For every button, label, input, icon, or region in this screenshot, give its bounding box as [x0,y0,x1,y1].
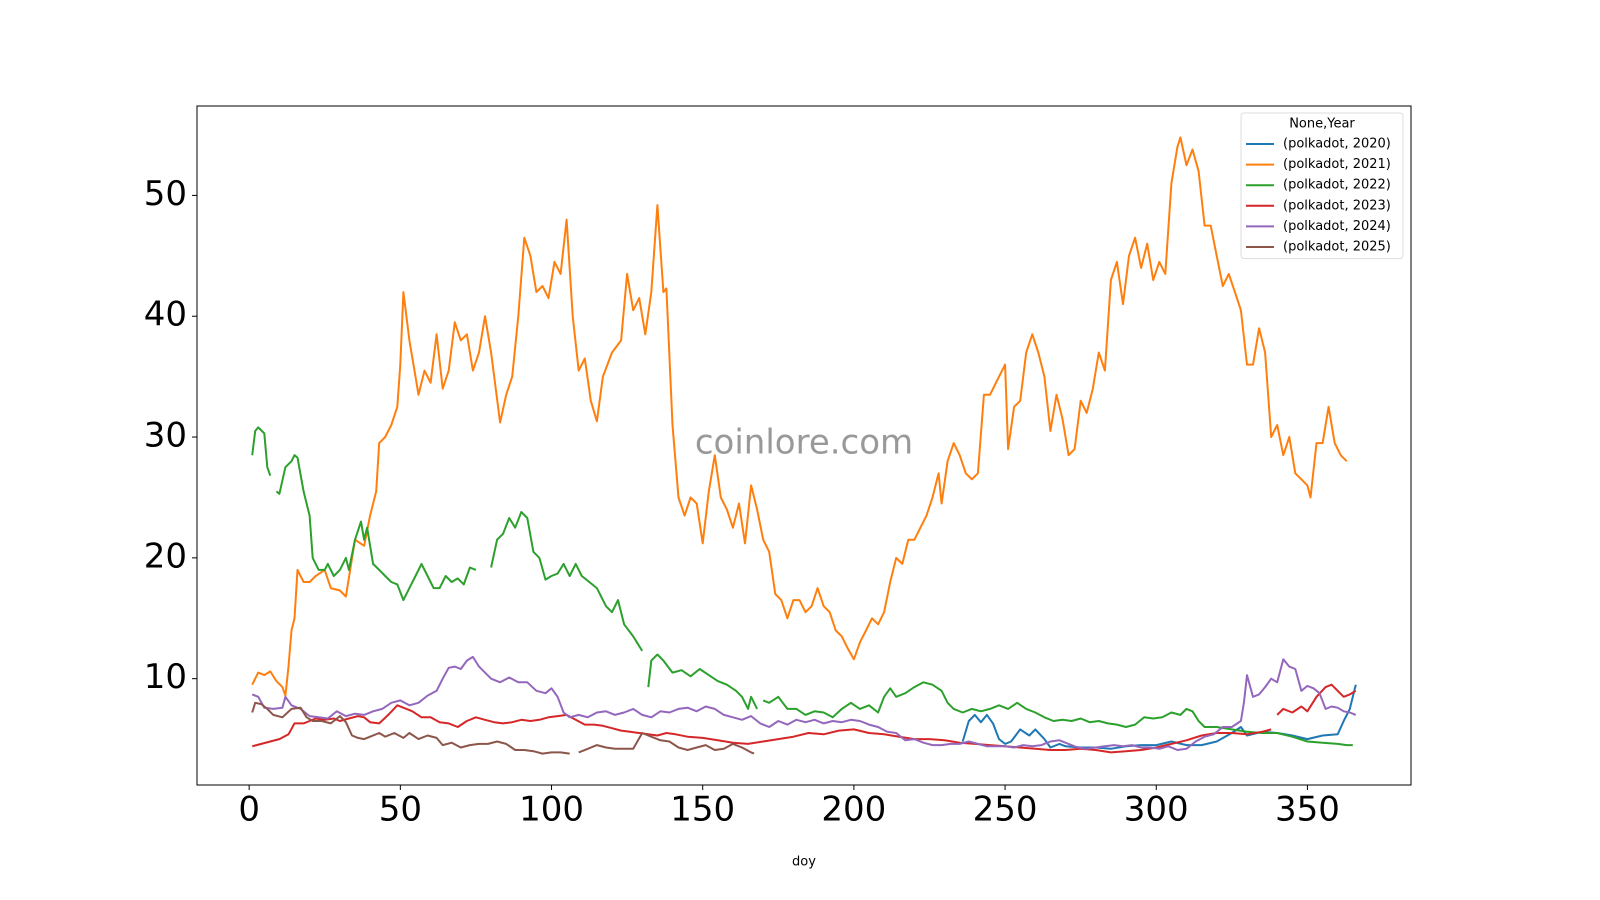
y-tick-label: 30 [144,416,187,456]
legend-box [1240,112,1404,260]
x-tick-label: 200 [821,790,886,830]
y-tick-label: 50 [144,174,187,214]
series-line [762,681,1353,747]
series-line [647,653,758,710]
legend-label: (polkadot, 2020) [1283,137,1391,152]
series-line [251,655,1357,751]
y-tick-label: 10 [144,657,187,697]
legend-label: (polkadot, 2024) [1283,219,1391,234]
series-line [251,701,570,755]
y-tick-label: 40 [144,295,187,335]
series-line [490,511,644,652]
x-tick-label: 250 [973,790,1038,830]
watermark: coinlore.com [695,423,913,463]
x-tick-label: 0 [238,790,260,830]
series-line [251,704,1272,754]
legend-title: None,Year [1289,117,1355,132]
x-tick-label: 50 [379,790,422,830]
series-line [251,426,272,477]
series-line [251,136,1348,697]
plot-frame [196,105,1412,786]
y-tick-label: 20 [144,536,187,576]
series-line [275,454,477,602]
x-tick-label: 100 [519,790,584,830]
legend-label: (polkadot, 2025) [1283,240,1391,255]
x-tick-label: 150 [670,790,735,830]
legend-label: (polkadot, 2023) [1283,198,1391,213]
legend: None,Year (polkadot, 2020) (polkadot, 2021… [1240,112,1404,260]
legend-label: (polkadot, 2021) [1283,157,1391,172]
x-axis-label: doy [792,855,816,870]
series-line [578,732,755,755]
x-tick-label: 300 [1124,790,1189,830]
legend-label: (polkadot, 2022) [1283,178,1391,193]
x-tick-label: 350 [1275,790,1340,830]
series-line [1276,683,1357,716]
